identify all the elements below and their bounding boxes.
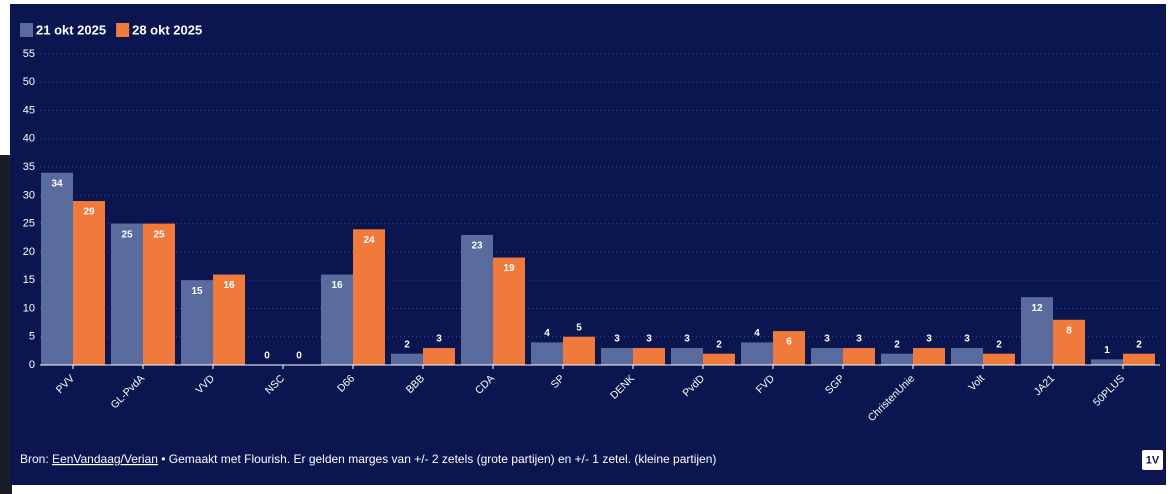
bar: [111, 223, 143, 365]
bar: [601, 348, 633, 365]
bar: [703, 353, 735, 365]
y-tick-label: 10: [23, 302, 35, 314]
value-label: 23: [471, 241, 483, 252]
value-label: 2: [1136, 339, 1142, 350]
value-label: 0: [264, 351, 270, 362]
bar: [983, 353, 1015, 365]
legend-label: 28 okt 2025: [132, 22, 202, 37]
value-label: 2: [894, 339, 900, 350]
legend-label: 21 okt 2025: [36, 22, 106, 37]
value-label: 3: [684, 334, 690, 345]
bar: [773, 331, 805, 365]
logo-badge: [1142, 450, 1163, 470]
bar: [73, 201, 105, 365]
bar: [353, 229, 385, 365]
value-label: 6: [786, 337, 792, 348]
value-label: 2: [996, 339, 1002, 350]
value-label: 34: [51, 178, 63, 189]
value-label: 2: [404, 339, 410, 350]
legend-swatch: [20, 23, 33, 37]
value-label: 4: [544, 328, 550, 339]
y-tick-label: 25: [23, 218, 35, 230]
y-tick-label: 30: [23, 189, 35, 201]
bar: [181, 280, 213, 365]
bar: [951, 348, 983, 365]
chart-panel: [10, 4, 1166, 485]
value-label: 12: [1031, 303, 1043, 314]
footer: Bron: EenVandaag/Verian • Gemaakt met Fl…: [20, 452, 716, 466]
bar: [671, 348, 703, 365]
bar: [843, 348, 875, 365]
bar: [1053, 319, 1085, 365]
legend: 21 okt 2025 28 okt 2025: [20, 22, 202, 37]
y-tick-label: 45: [23, 104, 35, 116]
bar: [391, 353, 423, 365]
value-label: 8: [1066, 325, 1072, 336]
value-label: 5: [576, 322, 582, 333]
value-label: 4: [754, 328, 760, 339]
y-tick-label: 5: [29, 331, 35, 343]
value-label: 3: [614, 334, 620, 345]
value-label: 15: [191, 286, 203, 297]
y-tick-label: 40: [23, 133, 35, 145]
value-label: 25: [153, 229, 165, 240]
y-tick-label: 50: [23, 76, 35, 88]
logo: 1V: [1146, 454, 1160, 466]
bar: [461, 234, 493, 365]
bar: [493, 257, 525, 365]
value-label: 3: [824, 334, 830, 345]
value-label: 16: [331, 280, 343, 291]
bar: [41, 172, 73, 365]
value-label: 3: [856, 334, 862, 345]
value-label: 2: [716, 339, 722, 350]
value-label: 16: [223, 280, 235, 291]
value-label: 3: [436, 334, 442, 345]
bar: [741, 342, 773, 365]
value-label: 3: [926, 334, 932, 345]
value-label: 29: [83, 207, 95, 218]
value-label: 24: [363, 235, 375, 246]
bar: [1123, 353, 1155, 365]
legend-swatch: [116, 23, 130, 37]
y-tick-label: 15: [23, 274, 35, 286]
bar: [1091, 359, 1123, 365]
bar: [143, 223, 175, 365]
bar: [321, 274, 353, 365]
bar: [213, 274, 245, 365]
value-label: 0: [296, 351, 302, 362]
side-shadow: [0, 155, 12, 494]
value-label: 3: [646, 334, 652, 345]
value-label: 3: [964, 334, 970, 345]
value-label: 25: [121, 229, 133, 240]
y-tick-label: 35: [23, 161, 35, 173]
bar: [913, 348, 945, 365]
bar: [563, 336, 595, 365]
value-label: 1: [1104, 345, 1110, 356]
bar: [881, 353, 913, 365]
source-link[interactable]: EenVandaag/Verian: [52, 452, 158, 466]
footer-text: • Gemaakt met Flourish. Er gelden marges…: [161, 452, 716, 466]
bar: [423, 348, 455, 365]
bar: [531, 342, 563, 365]
bar: [811, 348, 843, 365]
footer-prefix: Bron:: [20, 452, 49, 466]
value-label: 19: [503, 263, 515, 274]
y-tick-label: 0: [29, 359, 35, 371]
y-tick-label: 55: [23, 48, 35, 60]
bar: [633, 348, 665, 365]
bar: [1021, 297, 1053, 365]
y-tick-label: 20: [23, 246, 35, 258]
